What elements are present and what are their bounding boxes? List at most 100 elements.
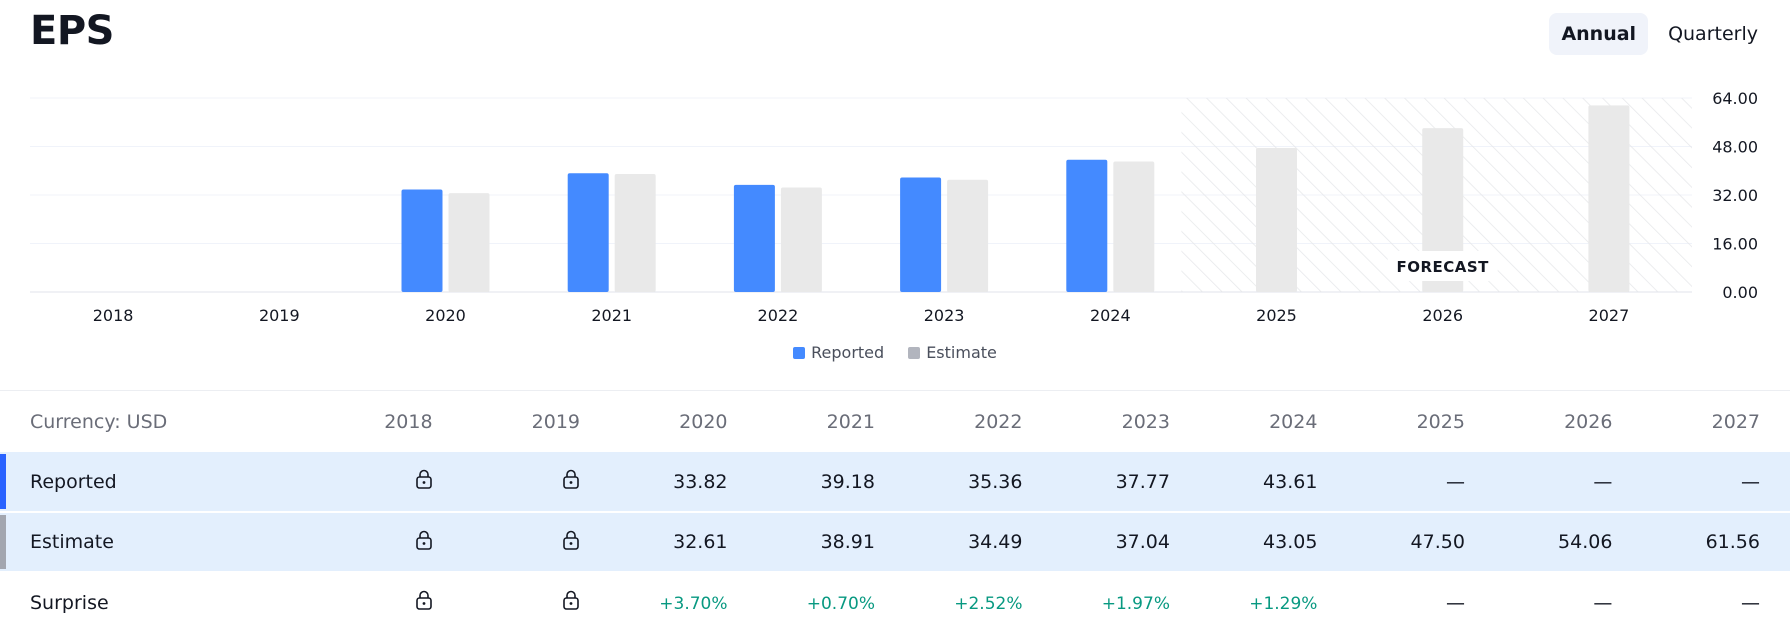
x-tick-label: 2022 <box>758 306 799 325</box>
eps-table: Currency: USD 2018 2019 2020 2021 2022 2023 20… <box>0 392 1790 632</box>
row-label: Estimate <box>0 512 316 573</box>
x-tick-label: 2024 <box>1090 306 1131 325</box>
table-cell: +3.70% <box>610 572 757 632</box>
cell-value: 43.61 <box>1263 470 1318 493</box>
cell-value: — <box>1593 470 1613 493</box>
bar-estimate-2020[interactable] <box>448 193 490 292</box>
y-tick-label: 0.00 <box>1722 283 1758 302</box>
table-cell: +1.29% <box>1200 572 1347 632</box>
cell-value: +3.70% <box>659 593 728 614</box>
table-cell: — <box>1347 452 1495 513</box>
forecast-badge-bg <box>1387 251 1498 281</box>
locked-cell <box>462 452 611 513</box>
bar-estimate-2025[interactable] <box>1256 148 1297 292</box>
y-tick-label: 64.00 <box>1712 89 1758 108</box>
table-cell: — <box>1642 452 1790 513</box>
legend-estimate-swatch <box>908 346 921 359</box>
cell-value: 38.91 <box>820 531 875 553</box>
table-row: Reported 33.82 39.18 35.36 37.77 43.61 — — — <box>0 452 1790 513</box>
bar-estimate-2027[interactable] <box>1588 105 1630 293</box>
x-tick-label: 2021 <box>591 306 632 325</box>
cell-value: 54.06 <box>1558 531 1613 553</box>
year-header: 2022 <box>974 411 1023 433</box>
table-cell: — <box>1494 452 1643 513</box>
locked-cell <box>315 572 462 632</box>
year-header: 2025 <box>1416 411 1465 433</box>
legend-reported-label: Reported <box>811 343 885 362</box>
year-header: 2026 <box>1564 411 1613 433</box>
table-cell: 35.36 <box>905 452 1053 513</box>
lock-icon[interactable] <box>415 469 433 494</box>
cell-value: — <box>1445 591 1465 614</box>
bar-estimate-2022[interactable] <box>780 187 822 292</box>
cell-value: 37.77 <box>1115 470 1170 493</box>
year-header: 2027 <box>1711 411 1760 433</box>
annual-tab[interactable]: Annual <box>1549 13 1649 55</box>
bar-estimate-2023[interactable] <box>947 179 989 292</box>
table-cell: 32.61 <box>610 512 758 573</box>
year-header: 2019 <box>531 411 581 433</box>
table-cell: — <box>1495 572 1642 632</box>
cell-value: 61.56 <box>1705 531 1760 553</box>
table-cell: — <box>1642 572 1790 632</box>
table-cell: +2.52% <box>905 572 1052 632</box>
table-cell: 43.61 <box>1199 452 1348 513</box>
lock-icon[interactable] <box>562 469 580 494</box>
bar-estimate-2024[interactable] <box>1113 161 1155 292</box>
cell-value: 39.18 <box>820 470 875 493</box>
forecast-badge: FORECAST <box>1387 251 1498 281</box>
cell-value: — <box>1593 591 1613 614</box>
quarterly-tab[interactable]: Quarterly <box>1668 23 1758 45</box>
year-header: 2021 <box>826 411 875 433</box>
cell-value: 32.61 <box>673 531 728 553</box>
lock-icon[interactable] <box>562 590 580 615</box>
table-cell: 33.82 <box>610 452 758 513</box>
cell-value: 47.50 <box>1410 531 1465 553</box>
bar-reported-2024[interactable] <box>1066 159 1108 292</box>
bar-reported-2020[interactable] <box>401 189 443 292</box>
lock-icon[interactable] <box>415 590 433 615</box>
eps-bar-chart: 0.00 16.00 32.00 48.00 64.00 2018 2019 2020 202… <box>30 89 1758 325</box>
period-toggle: Annual Quarterly <box>1549 13 1770 55</box>
cell-value: — <box>1741 470 1760 493</box>
cell-value: 34.49 <box>968 531 1023 553</box>
y-tick-label: 48.00 <box>1712 138 1758 157</box>
bar-reported-2022[interactable] <box>733 184 775 292</box>
bar-estimate-2021[interactable] <box>614 174 656 292</box>
legend-reported-swatch <box>793 346 806 359</box>
x-tick-label: 2020 <box>425 306 466 325</box>
table-cell: 37.77 <box>1052 452 1200 513</box>
table-cell: +1.97% <box>1052 572 1199 632</box>
row-label: Reported <box>0 452 316 513</box>
table-cell: 38.91 <box>757 512 905 573</box>
cell-value: 37.04 <box>1115 531 1170 553</box>
table-cell: 43.05 <box>1199 512 1348 573</box>
locked-cell <box>315 512 463 573</box>
year-header: 2023 <box>1121 411 1170 433</box>
cell-value: +0.70% <box>806 593 875 614</box>
legend-estimate[interactable]: Estimate <box>908 343 997 362</box>
cell-value: +1.97% <box>1101 593 1170 614</box>
table-cell: — <box>1347 572 1494 632</box>
table-row: Estimate 32.61 38.91 34.49 37.04 43.05 47.50 54… <box>0 512 1790 573</box>
table-cell: 47.50 <box>1347 512 1495 573</box>
table-cell: 39.18 <box>757 452 905 513</box>
bar-reported-2023[interactable] <box>900 177 942 292</box>
forecast-label: FORECAST <box>1396 258 1489 276</box>
legend-reported[interactable]: Reported <box>793 343 884 362</box>
row-label: Surprise <box>30 591 109 614</box>
chart-legend: Reported Estimate <box>0 343 1790 362</box>
lock-icon[interactable] <box>562 530 580 555</box>
table-cell: 37.04 <box>1052 512 1200 573</box>
table-cell: 34.49 <box>905 512 1053 573</box>
bar-reported-2021[interactable] <box>567 173 609 292</box>
page-title: EPS <box>30 8 114 54</box>
year-header: 2020 <box>679 411 728 433</box>
year-header: 2024 <box>1269 411 1318 433</box>
cell-value: — <box>1741 591 1760 614</box>
table-cell: 54.06 <box>1494 512 1643 573</box>
locked-cell <box>315 452 463 513</box>
year-header: 2018 <box>384 411 433 433</box>
y-tick-label: 32.00 <box>1712 186 1758 205</box>
lock-icon[interactable] <box>415 530 433 555</box>
